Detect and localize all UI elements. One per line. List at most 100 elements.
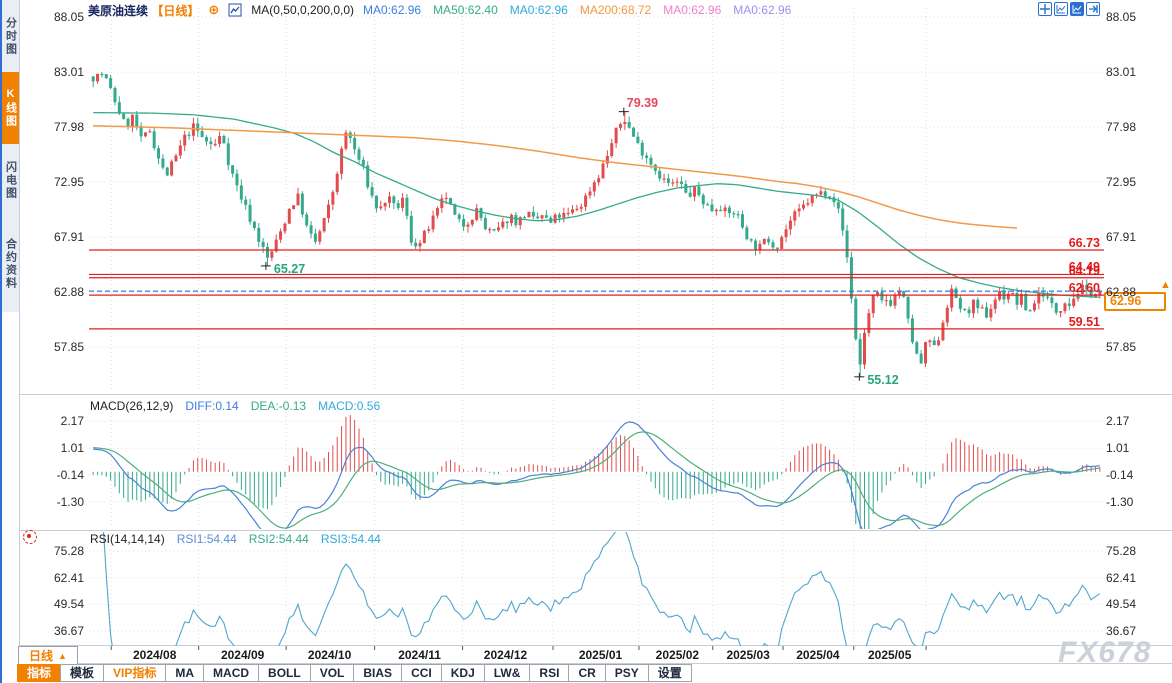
macd-y-tick: -0.14 [1106,468,1134,482]
candle [200,126,204,138]
candle [244,195,248,210]
candle [793,209,797,226]
candle [505,221,509,229]
bottom-tab-RSI[interactable]: RSI [529,664,570,682]
x-month-label: 2024/12 [483,648,528,662]
exit-right-icon[interactable] [1086,2,1100,16]
rsi-line [103,532,1101,646]
candle [348,130,352,144]
candle [483,214,487,231]
bottom-tab-模板[interactable]: 模板 [60,664,105,682]
ma-formula[interactable]: MA(0,50,0,200,0,0) [251,3,355,17]
main-y-tick: 88.05 [53,10,84,24]
candle [727,205,731,218]
pan-crosshair-icon[interactable] [1038,2,1052,16]
candle [457,212,461,223]
candle [627,116,631,129]
candle [557,212,561,223]
axis-zoom-icon[interactable] [1054,2,1068,16]
rsi-y-tick: 75.28 [1106,544,1137,558]
bottom-tab-CCI[interactable]: CCI [401,664,442,682]
macd-y-tick: 1.01 [60,441,84,456]
candle [854,296,858,341]
candle [884,294,888,307]
bottom-tab-LW&[interactable]: LW& [483,664,531,682]
x-month-label: 2024/08 [132,648,177,662]
candle [671,178,675,187]
sidebar-tab-K线图[interactable]: K线图 [2,72,19,144]
price-level-label: 66.73 [1068,235,1100,250]
candle [496,222,500,233]
sidebar-tab-闪电图[interactable]: 闪电图 [4,160,17,200]
price-level-lines[interactable] [89,249,1104,330]
main-y-tick: 77.98 [1106,120,1137,135]
rsi-y-tick: 62.41 [1106,570,1137,585]
candle [130,114,134,133]
bottom-tab-CR[interactable]: CR [568,664,606,682]
candle [305,212,309,228]
rsi-y-tick: 75.28 [53,544,84,558]
period-selector[interactable]: 日线 ▲ [18,646,78,665]
bottom-tab-MACD[interactable]: MACD [203,664,260,682]
candle [279,228,283,243]
candle [479,207,483,221]
candle [183,130,187,152]
axis-scale-icon[interactable] [1070,2,1084,16]
bottom-tab-BIAS[interactable]: BIAS [353,664,403,682]
bottom-tab-BOLL[interactable]: BOLL [258,664,311,682]
bottom-tab-MA[interactable]: MA [165,664,205,682]
extreme-marker [854,372,865,381]
ma-legend-item: MA0:62.96 [509,3,568,17]
candle [928,339,932,347]
mini-chart-icon[interactable] [228,3,242,17]
candle [536,212,540,220]
candle [104,74,108,80]
candle [318,229,322,245]
candle [605,150,609,168]
candle [780,235,784,250]
bottom-tab-指标[interactable]: 指标 [17,664,62,682]
candle [435,206,439,219]
symbol-name: 美原油连续 [88,3,149,18]
candle [204,135,208,146]
bottom-tab-设置[interactable]: 设置 [647,664,692,682]
macd-histogram [92,415,1101,529]
candle [584,192,588,212]
candle [841,202,845,236]
extreme-label: 65.27 [273,261,306,276]
candle [571,205,575,215]
candle [963,308,967,312]
bottom-tab-KDJ[interactable]: KDJ [440,664,485,682]
candle [806,198,810,207]
candle [719,205,723,212]
alert-icon[interactable] [23,530,37,544]
candle [209,136,213,150]
extreme-marker [260,261,271,270]
bottom-tab-PSY[interactable]: PSY [604,664,649,682]
period-tag: 【日线】 [151,3,200,18]
candle [636,132,640,145]
add-symbol-icon[interactable]: ⊕ [208,2,220,17]
candle [218,131,222,148]
candle [924,341,928,368]
price-level-label: 64.49 [1068,260,1100,275]
sidebar-tab-合约资料[interactable]: 合约资料 [4,238,17,290]
sidebar-tab-分时图[interactable]: 分时图 [4,16,17,56]
macd-legend-item: MACD:0.56 [318,399,381,413]
indicator-toolbar: 指标 模板 VIP指标 MA MACD BOLL VOL BIAS CCI KDJ LW& RSI CR… [17,664,692,682]
candle [675,177,679,187]
candlesticks[interactable] [91,72,1102,377]
candle [1085,279,1089,295]
candle [845,224,849,263]
candle [697,181,701,197]
candle [618,122,622,131]
candle [980,304,984,309]
candle [566,207,570,217]
bottom-tab-VIP指标[interactable]: VIP指标 [103,664,167,682]
candle [344,129,348,151]
candle [575,204,579,212]
macd-diff-line [93,421,1100,529]
bottom-tab-VOL[interactable]: VOL [309,664,355,682]
candle [370,182,374,199]
